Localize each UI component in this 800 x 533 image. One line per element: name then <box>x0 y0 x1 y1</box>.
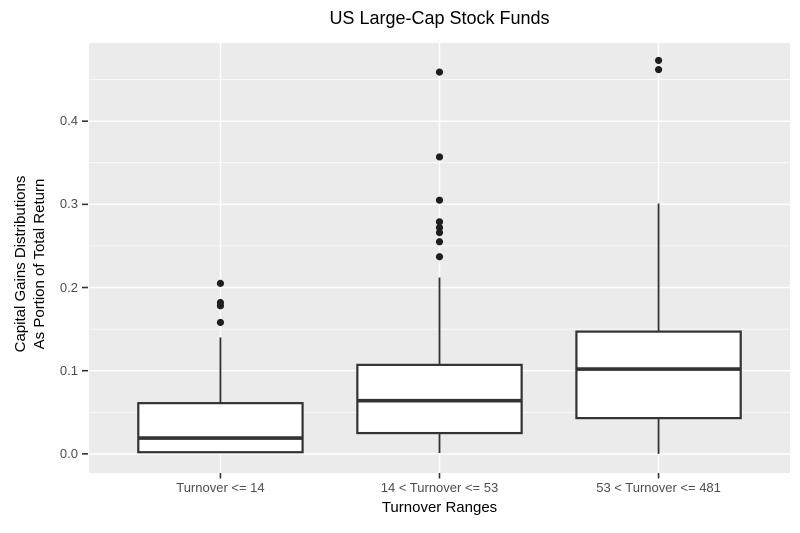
outlier-point <box>654 56 663 65</box>
outlier-point <box>435 68 444 76</box>
outlier-point <box>216 298 225 307</box>
y-tick-label: 0.3 <box>59 196 78 212</box>
outlier-point <box>435 229 444 237</box>
outlier-point <box>435 218 444 226</box>
x-category-label: 53 < Turnover <= 481 <box>596 480 721 495</box>
outlier-point <box>216 279 225 287</box>
outlier-point <box>435 153 444 161</box>
x-category-label: Turnover <= 14 <box>176 480 265 495</box>
y-tick-label: 0.1 <box>59 362 78 378</box>
outlier-point <box>216 318 225 327</box>
y-tick-label: 0.0 <box>59 445 78 461</box>
outlier-point <box>435 253 444 261</box>
outlier-point <box>654 66 663 74</box>
x-category-label: 14 < Turnover <= 53 <box>380 480 499 495</box>
box <box>137 402 304 454</box>
y-tick-label: 0.2 <box>59 279 78 295</box>
outlier-point <box>435 224 444 232</box>
box <box>575 330 742 420</box>
x-axis-title: Turnover Ranges <box>381 499 498 516</box>
y-tick-label: 0.4 <box>59 113 78 129</box>
outlier-point <box>435 196 444 204</box>
outlier-point <box>435 238 444 246</box>
plot-title: US Large-Cap Stock Funds <box>329 8 550 28</box>
